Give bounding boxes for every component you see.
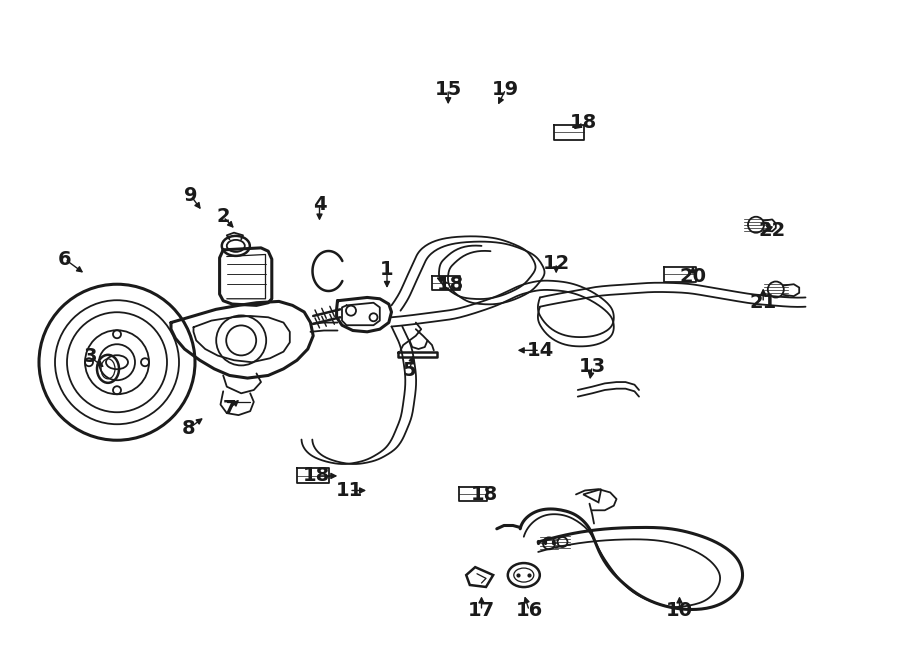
Text: 8: 8 bbox=[182, 419, 196, 438]
Text: 10: 10 bbox=[666, 602, 693, 620]
Text: 9: 9 bbox=[184, 186, 197, 205]
Text: 21: 21 bbox=[750, 293, 777, 312]
Text: 1: 1 bbox=[380, 260, 394, 279]
Text: 17: 17 bbox=[468, 602, 495, 620]
Text: 3: 3 bbox=[83, 348, 97, 366]
Text: 6: 6 bbox=[58, 250, 72, 268]
Text: 12: 12 bbox=[543, 254, 570, 272]
Text: 18: 18 bbox=[303, 467, 330, 485]
Text: 18: 18 bbox=[436, 275, 464, 293]
Text: 5: 5 bbox=[402, 361, 417, 379]
Text: 18: 18 bbox=[471, 485, 498, 504]
Text: 22: 22 bbox=[759, 221, 786, 239]
Text: 19: 19 bbox=[492, 80, 519, 98]
Text: 16: 16 bbox=[516, 602, 543, 620]
Text: 15: 15 bbox=[435, 80, 462, 98]
Text: 11: 11 bbox=[336, 481, 363, 500]
Text: 2: 2 bbox=[216, 208, 230, 226]
Text: 4: 4 bbox=[312, 196, 327, 214]
Text: 18: 18 bbox=[570, 113, 597, 132]
Text: 14: 14 bbox=[526, 341, 554, 360]
Text: 13: 13 bbox=[579, 357, 606, 375]
Text: 20: 20 bbox=[680, 267, 706, 286]
Text: 7: 7 bbox=[223, 399, 236, 418]
